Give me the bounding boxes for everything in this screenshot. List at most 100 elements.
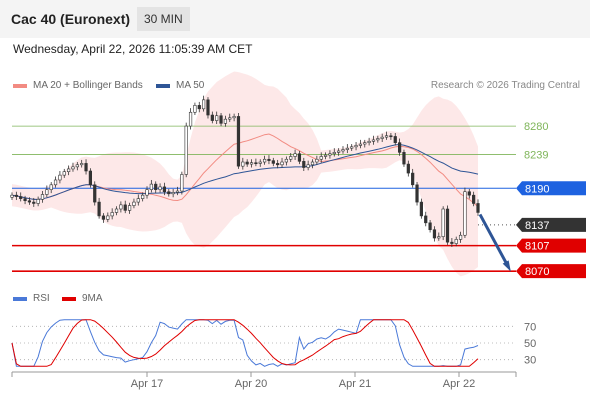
candle [289,153,293,163]
candle [32,197,36,207]
candle [180,171,184,195]
candle-body [141,194,145,199]
candle-body [97,201,101,217]
candle [476,199,480,216]
candle [171,188,175,198]
candle-body [297,153,302,162]
candle-body [219,115,223,124]
candle-body [458,234,463,240]
candle-body [101,215,106,220]
candle [23,195,27,205]
candle-body [319,156,323,160]
candle [332,148,336,157]
candle-body [114,208,119,213]
candle-body [254,162,258,165]
legend-ma20: MA 20 + Bollinger Bands [13,80,143,91]
candle [437,232,441,241]
rsi-line [11,319,479,367]
candle [350,144,354,151]
candle-body [136,198,140,203]
candle [67,165,71,176]
candle-body [245,161,249,165]
candle-body [411,172,415,186]
candle [306,160,310,171]
candle [267,155,271,165]
candle-body [180,174,184,192]
candle-body [323,154,328,157]
candle [323,152,328,160]
level-badge-8137 [516,217,586,232]
candle-body [14,194,18,197]
header-bar: Cac 40 (Euronext) 30 MIN [0,0,590,38]
candle [14,191,18,201]
candle [149,179,153,193]
candle [341,146,345,154]
candle-body [376,138,380,141]
candle [93,181,97,206]
candle [123,200,127,214]
candle [40,191,45,203]
candle-body [380,136,384,139]
candle [319,152,323,163]
legend-rsi: RSI [13,293,50,304]
candle [419,198,423,219]
level-badge-8190 [516,181,586,196]
candle-body [289,156,293,160]
candle-body [193,105,197,113]
candle [262,155,267,165]
bollinger-bands [12,71,478,277]
candle-body [293,153,297,157]
rsi-9ma-line [11,319,479,367]
level-badge-label-8137: 8137 [525,220,549,232]
candle-body [36,199,40,204]
candle [450,238,454,247]
candle [97,197,101,219]
ma20-swatch [13,83,27,88]
timeframe-button[interactable]: 30 MIN [137,7,190,31]
candle-body [67,168,71,172]
candle [162,182,167,196]
candle [310,159,315,169]
candle [454,236,458,247]
candle [119,201,123,213]
candle [432,226,437,242]
x-tick-label: Apr 17 [131,378,163,390]
rsi-level-label-30: 30 [524,355,536,367]
candle-body [241,161,245,167]
candle [245,159,249,167]
legend-9ma-label: 9MA [82,293,103,304]
candle-body [472,194,476,204]
candle-body [306,164,310,168]
candle [411,168,415,188]
candle-body [162,186,167,193]
candle [337,148,341,156]
level-label-8280: 8280 [524,121,548,133]
candle-body [40,194,45,200]
candle [206,97,210,119]
candle-body [271,160,275,164]
candle [328,150,332,159]
candle-body [328,153,332,156]
candle-body [71,166,75,170]
candle-body [358,143,363,146]
candle-body [158,186,162,190]
candle [384,131,389,140]
candle-body [32,201,36,204]
copyright-text: Research © 2026 Trading Central [430,80,580,91]
candle-body [93,184,97,203]
candle [84,159,88,175]
candle-body [127,205,132,211]
candle [114,206,119,216]
candle [402,149,406,167]
candle [132,198,136,209]
candle-body [284,158,288,163]
candle [154,181,158,194]
candle [406,160,410,177]
9ma-swatch [62,296,76,301]
candle [445,205,450,245]
candle [193,102,197,116]
level-label-8239: 8239 [524,149,548,161]
candle [389,133,393,140]
rsi-swatch [13,296,27,301]
